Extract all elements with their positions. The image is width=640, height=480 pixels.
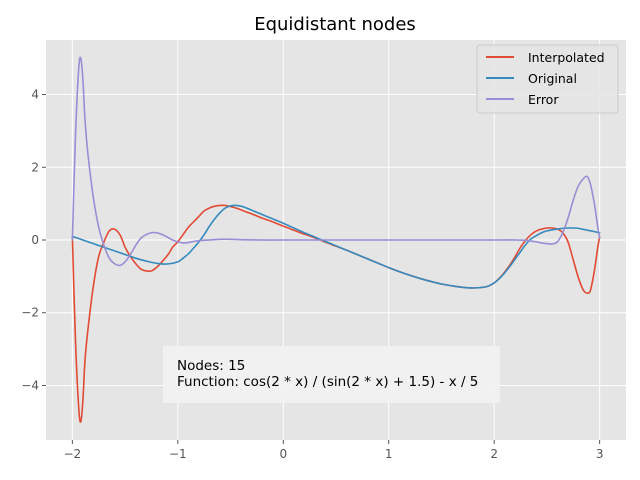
legend: Interpolated Original Error — [476, 44, 619, 114]
x-tick-label: −1 — [169, 447, 187, 461]
y-axis-ticks: −4 −2 0 2 4 — [21, 88, 46, 392]
chart-title: Equidistant nodes — [254, 14, 416, 35]
annotation-background — [163, 346, 500, 403]
series-line-error — [71, 56, 601, 267]
y-tick-label: 4 — [31, 88, 39, 102]
x-tick-label: 2 — [490, 447, 498, 461]
legend-label-original: Original — [528, 71, 577, 86]
y-tick-label: −4 — [21, 378, 39, 392]
series-line-original — [71, 204, 601, 289]
x-tick-label: 3 — [596, 447, 604, 461]
legend-label-interpolated: Interpolated — [528, 50, 605, 65]
annotation-box: Nodes: 15 Function: cos(2 * x) / (sin(2 … — [163, 346, 500, 403]
legend-label-error: Error — [528, 92, 559, 107]
x-tick-label: 0 — [279, 447, 287, 461]
annotation-line-function: Function: cos(2 * x) / (sin(2 * x) + 1.5… — [177, 374, 478, 390]
annotation-line-nodes: Nodes: 15 — [177, 358, 245, 374]
x-axis-ticks: −2 −1 0 1 2 3 — [64, 440, 604, 461]
x-tick-label: −2 — [64, 447, 82, 461]
series-line-interpolated — [71, 204, 601, 423]
series-lines — [71, 56, 601, 423]
y-tick-label: −2 — [21, 306, 39, 320]
x-tick-label: 1 — [385, 447, 393, 461]
y-tick-label: 0 — [31, 233, 39, 247]
y-tick-label: 2 — [31, 160, 39, 174]
legend-frame — [476, 44, 619, 114]
